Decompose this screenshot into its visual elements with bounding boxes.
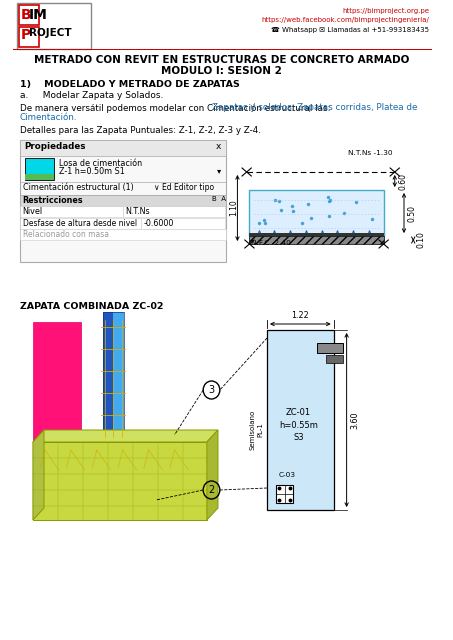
- Text: Losa de cimentación: Losa de cimentación: [59, 159, 142, 168]
- Text: Z-1 h=0.50m S1: Z-1 h=0.50m S1: [59, 167, 125, 176]
- Text: N.T.Ns -1.30: N.T.Ns -1.30: [348, 150, 393, 156]
- Text: P: P: [21, 28, 31, 42]
- Text: N.F.C -2.40: N.F.C -2.40: [251, 240, 291, 246]
- Text: Zapatas y solados, Zapatas corridas, Platea de: Zapatas y solados, Zapatas corridas, Pla…: [212, 103, 417, 112]
- Bar: [123, 206, 226, 217]
- Text: 0.60: 0.60: [399, 173, 407, 189]
- Bar: [20, 140, 226, 262]
- Text: a.     Modelar Zapata y Solados.: a. Modelar Zapata y Solados.: [20, 91, 164, 100]
- Text: Nivel: Nivel: [23, 207, 43, 216]
- Bar: [250, 233, 384, 236]
- Text: Desfase de altura desde nivel: Desfase de altura desde nivel: [23, 219, 137, 228]
- Text: N.T.Ns: N.T.Ns: [125, 207, 150, 216]
- Text: Semisolano: Semisolano: [249, 410, 255, 450]
- Text: 2: 2: [208, 485, 215, 495]
- Bar: [103, 312, 124, 442]
- Text: x: x: [215, 142, 221, 151]
- Bar: [317, 343, 343, 353]
- Text: Detalles para las Zapata Puntuales: Z-1, Z-2, Z-3 y Z-4.: Detalles para las Zapata Puntuales: Z-1,…: [20, 126, 261, 135]
- Text: PL-1: PL-1: [258, 422, 264, 437]
- Text: Cimentación estructural (1): Cimentación estructural (1): [23, 183, 134, 192]
- Bar: [113, 312, 124, 442]
- Text: Cimentación.: Cimentación.: [20, 113, 77, 122]
- Text: 1.22: 1.22: [291, 311, 309, 320]
- Text: 0.50: 0.50: [408, 205, 417, 221]
- Polygon shape: [33, 430, 218, 442]
- Bar: [103, 312, 113, 442]
- Text: ROJECT: ROJECT: [29, 28, 72, 38]
- Bar: [33, 322, 81, 442]
- Bar: [141, 218, 226, 229]
- Bar: [17, 3, 91, 49]
- Text: Propiedades: Propiedades: [24, 142, 86, 151]
- Text: 1)    MODELADO Y METRADO DE ZAPATAS: 1) MODELADO Y METRADO DE ZAPATAS: [20, 80, 240, 89]
- Text: ZC-01
h=0.55m
S3: ZC-01 h=0.55m S3: [279, 408, 318, 442]
- Bar: [24, 158, 54, 180]
- Bar: [20, 218, 141, 229]
- Text: De manera versátil podemos modelar con Cimentación estructural las:: De manera versátil podemos modelar con C…: [20, 103, 333, 113]
- Text: ∨ Ed Editor tipo: ∨ Ed Editor tipo: [154, 183, 214, 192]
- Text: MODULO I: SESION 2: MODULO I: SESION 2: [161, 66, 282, 76]
- Text: B: B: [21, 8, 32, 22]
- Text: ☎ Whatsapp ✉ Llamadas al +51-993183435: ☎ Whatsapp ✉ Llamadas al +51-993183435: [271, 27, 429, 33]
- Text: C-03: C-03: [279, 472, 296, 478]
- Text: ▾: ▾: [217, 166, 222, 175]
- Bar: [19, 5, 39, 25]
- Text: 3: 3: [208, 385, 215, 395]
- Bar: [20, 140, 226, 156]
- Polygon shape: [33, 442, 207, 520]
- Text: METRADO CON REVIT EN ESTRUCTURAS DE CONCRETO ARMADO: METRADO CON REVIT EN ESTRUCTURAS DE CONC…: [34, 55, 410, 65]
- Bar: [20, 206, 123, 217]
- Bar: [267, 330, 334, 510]
- Bar: [19, 27, 39, 47]
- Bar: [13, 49, 432, 50]
- Text: 3.60: 3.60: [350, 412, 359, 429]
- Text: https://bimproject.org.pe: https://bimproject.org.pe: [342, 8, 429, 14]
- Bar: [250, 190, 384, 236]
- Bar: [276, 485, 293, 503]
- Text: B  A: B A: [212, 196, 226, 202]
- Text: 0.10: 0.10: [417, 232, 426, 248]
- Bar: [250, 236, 384, 244]
- Bar: [326, 355, 343, 363]
- Bar: [24, 174, 54, 180]
- Text: Relacionado con masa: Relacionado con masa: [23, 230, 109, 239]
- Bar: [20, 229, 226, 240]
- Bar: [20, 195, 226, 206]
- Text: https://web.facebook.com/bimprojectingenieria/: https://web.facebook.com/bimprojectingen…: [261, 17, 429, 23]
- Polygon shape: [207, 430, 218, 520]
- Polygon shape: [33, 430, 44, 520]
- Text: 1.10: 1.10: [229, 200, 238, 216]
- Text: -0.6000: -0.6000: [144, 219, 174, 228]
- Text: ZAPATA COMBINADA ZC-02: ZAPATA COMBINADA ZC-02: [20, 302, 164, 311]
- Text: Restricciones: Restricciones: [23, 196, 83, 205]
- Text: IM: IM: [29, 8, 48, 22]
